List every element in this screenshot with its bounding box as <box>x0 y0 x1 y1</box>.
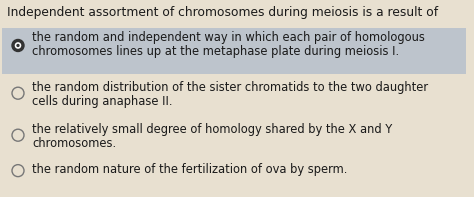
Circle shape <box>12 39 24 51</box>
Circle shape <box>12 129 24 141</box>
FancyBboxPatch shape <box>2 28 466 74</box>
Text: the relatively small degree of homology shared by the X and Y: the relatively small degree of homology … <box>32 123 392 136</box>
Text: chromosomes lines up at the metaphase plate during meiosis I.: chromosomes lines up at the metaphase pl… <box>32 45 399 58</box>
Circle shape <box>12 87 24 99</box>
Text: the random distribution of the sister chromatids to the two daughter: the random distribution of the sister ch… <box>32 81 428 94</box>
Text: Independent assortment of chromosomes during meiosis is a result of: Independent assortment of chromosomes du… <box>7 6 438 19</box>
Circle shape <box>12 165 24 177</box>
Text: chromosomes.: chromosomes. <box>32 137 116 150</box>
Text: the random nature of the fertilization of ova by sperm.: the random nature of the fertilization o… <box>32 163 347 176</box>
Circle shape <box>15 42 21 49</box>
Circle shape <box>16 44 20 47</box>
Text: the random and independent way in which each pair of homologous: the random and independent way in which … <box>32 31 425 44</box>
Text: cells during anaphase II.: cells during anaphase II. <box>32 95 173 108</box>
